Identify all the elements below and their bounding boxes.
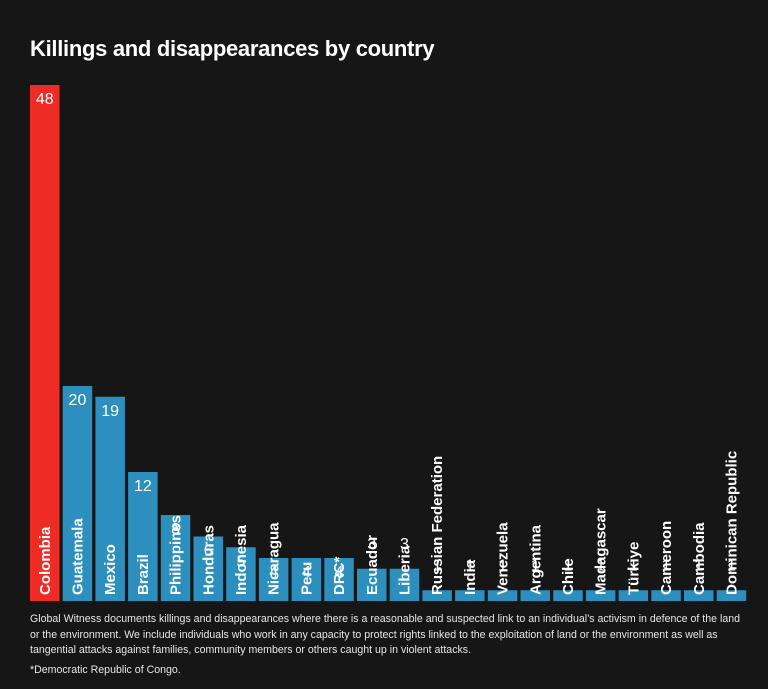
bar-cameroon bbox=[651, 590, 681, 601]
value-label-colombia: 48 bbox=[36, 91, 54, 108]
bar-philippines bbox=[160, 515, 191, 601]
category-label-colombia: Colombia bbox=[37, 526, 54, 595]
bar-indonesia bbox=[226, 547, 256, 601]
category-label-chile: Chile bbox=[560, 558, 577, 595]
bar-dominican-republic bbox=[716, 590, 747, 601]
category-label-mexico: Mexico bbox=[102, 544, 119, 595]
chart-title: Killings and disappearances by country bbox=[30, 36, 435, 61]
bar-venezuela bbox=[487, 590, 518, 601]
methodology-note: Global Witness documents killings and di… bbox=[30, 613, 740, 656]
bar-honduras bbox=[193, 536, 223, 601]
value-label-indonesia: 5 bbox=[236, 553, 245, 570]
bar-argentina bbox=[520, 590, 550, 601]
value-label-argentina: 1 bbox=[531, 557, 540, 574]
value-label-honduras: 6 bbox=[204, 543, 213, 560]
category-label-ecuador: Ecuador bbox=[364, 535, 381, 595]
value-label-t-rkiye: 1 bbox=[629, 557, 638, 574]
value-label-brazil: 12 bbox=[134, 478, 152, 495]
value-label-russian-federation: 1 bbox=[433, 557, 442, 574]
category-label-brazil: Brazil bbox=[135, 554, 152, 595]
value-label-ecuador: 3 bbox=[367, 536, 376, 553]
value-label-venezuela: 1 bbox=[498, 557, 507, 574]
category-label-philippines: Philippines bbox=[168, 515, 185, 595]
category-label-t-rkiye: Türkiye bbox=[625, 542, 642, 595]
bar-nicaragua bbox=[258, 558, 289, 601]
value-label-peru: 4 bbox=[302, 564, 311, 581]
bar-india bbox=[455, 590, 485, 601]
bar-madagascar bbox=[585, 590, 616, 601]
bar-chile bbox=[553, 590, 583, 601]
category-label-peru: Peru bbox=[298, 562, 315, 595]
category-label-argentina: Argentina bbox=[527, 524, 544, 595]
category-label-india: India bbox=[462, 559, 479, 595]
value-label-nicaragua: 4 bbox=[269, 564, 278, 581]
bar-colombia bbox=[30, 85, 60, 601]
footnote: *Democratic Republic of Congo. bbox=[30, 664, 181, 676]
category-label-cameroon: Cameroon bbox=[658, 521, 675, 595]
bar-t-rkiye bbox=[618, 590, 649, 601]
category-label-honduras: Honduras bbox=[200, 525, 217, 595]
category-label-guatemala: Guatemala bbox=[69, 518, 86, 595]
bar-liberia bbox=[389, 568, 420, 601]
category-label-cambodia: Cambodia bbox=[691, 522, 708, 595]
bar-chart: 48 Colombia 20 Guatemala 19 Mexico 12 Brazil 8Ph… bbox=[30, 85, 747, 601]
bar-drc bbox=[324, 558, 354, 601]
category-label-venezuela: Venezuela bbox=[495, 522, 512, 595]
bar-mexico bbox=[95, 396, 125, 601]
category-label-dominican-republic: Dominican Republic bbox=[723, 451, 740, 595]
bar-brazil bbox=[128, 472, 158, 601]
value-label-philippines: 8 bbox=[171, 521, 180, 538]
value-label-dominican-republic: 1 bbox=[727, 557, 736, 574]
category-label-nicaragua: Nicaragua bbox=[266, 522, 283, 595]
value-label-india: 1 bbox=[465, 557, 474, 574]
category-label-indonesia: Indonesia bbox=[233, 524, 250, 595]
value-label-cambodia: 1 bbox=[694, 557, 703, 574]
category-label-liberia: Liberia bbox=[396, 545, 413, 595]
value-label-cameroon: 1 bbox=[662, 557, 671, 574]
category-label-madagascar: Madagascar bbox=[593, 508, 610, 595]
bar-guatemala bbox=[62, 386, 93, 601]
value-label-liberia: 3 bbox=[400, 536, 409, 553]
value-label-guatemala: 20 bbox=[69, 392, 87, 409]
bar-peru bbox=[291, 558, 322, 601]
bar-russian-federation bbox=[422, 590, 452, 601]
value-label-madagascar: 1 bbox=[596, 557, 605, 574]
bar-cambodia bbox=[684, 590, 714, 601]
value-label-drc: 4 bbox=[335, 564, 344, 581]
category-label-russian-federation: Russian Federation bbox=[429, 456, 446, 595]
bar-ecuador bbox=[357, 568, 387, 601]
category-label-drc: DRC* bbox=[331, 557, 348, 595]
value-label-chile: 1 bbox=[563, 557, 572, 574]
value-label-mexico: 19 bbox=[101, 403, 119, 420]
